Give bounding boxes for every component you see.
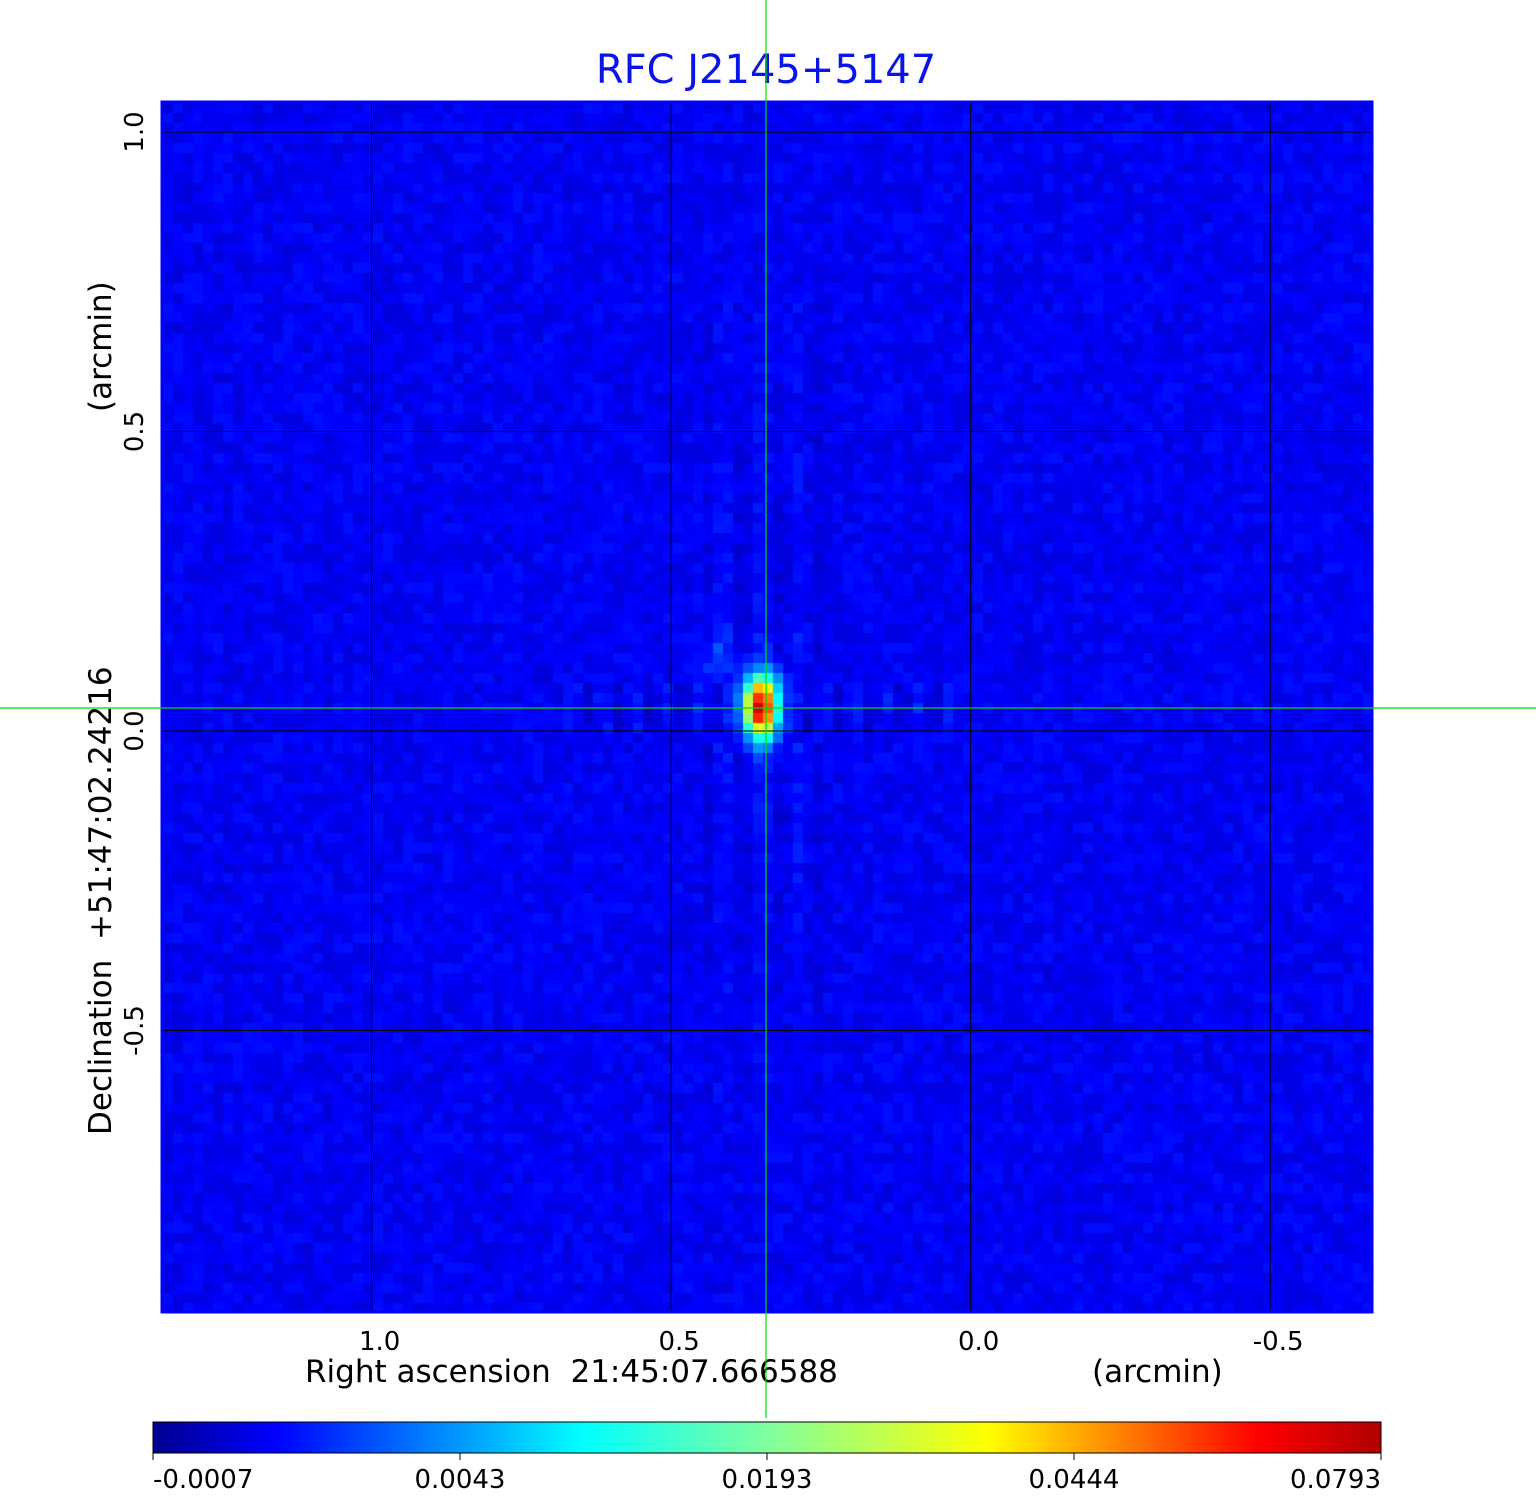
colorbar-ticks: -0.0007 0.0043 0.0193 0.0444 0.0793 [152,1453,1382,1495]
x-tick-label: -0.5 [1253,1327,1304,1357]
y-axis-unit: (arcmin) [83,281,119,412]
y-tick-label: -0.5 [120,1005,150,1056]
x-tick-label: 0.5 [658,1327,699,1357]
y-tick-labels: 1.0 0.5 0.0 -0.5 [120,111,150,1056]
plot-frame [160,100,1374,1314]
y-tick-label: 1.0 [120,111,150,152]
colorbar [152,1421,1382,1454]
colorbar-tick-label: -0.0007 [153,1465,253,1495]
x-tick-label: 0.0 [958,1327,999,1357]
y-axis-label: Declination +51:47:02.24216 [83,666,119,1135]
x-axis-label: Right ascension 21:45:07.666588 [305,1354,838,1390]
y-tick-label: 0.0 [120,710,150,751]
x-tick-labels: 1.0 0.5 0.0 -0.5 [359,1327,1304,1357]
x-tick-label: 1.0 [359,1327,400,1357]
y-tick-label: 0.5 [120,411,150,452]
sky-image [163,103,1371,1311]
colorbar-tick-label: 0.0193 [722,1465,813,1495]
colorbar-tick-label: 0.0043 [415,1465,506,1495]
colorbar-tick-label: 0.0444 [1029,1465,1120,1495]
x-axis-unit: (arcmin) [1092,1354,1223,1390]
colorbar-tick-label: 0.0793 [1290,1465,1381,1495]
grid-lines [162,102,1372,1312]
